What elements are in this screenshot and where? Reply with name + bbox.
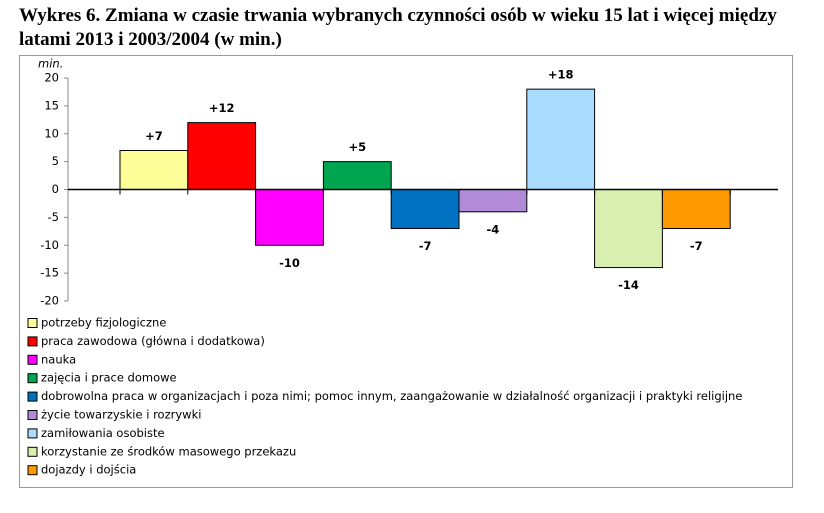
bar — [119, 149, 189, 191]
legend-swatch — [27, 336, 38, 347]
legend-swatch — [27, 465, 38, 476]
legend-label: dojazdy i dojścia — [41, 463, 136, 477]
y-tick-label: -10 — [40, 238, 59, 252]
data-label: +7 — [145, 129, 163, 143]
bar — [458, 189, 528, 213]
legend-swatch — [27, 428, 38, 439]
legend-swatch — [27, 446, 38, 457]
bar — [187, 122, 257, 190]
data-label: -10 — [279, 256, 300, 270]
legend-swatch — [27, 391, 38, 402]
y-tick-label: 15 — [44, 98, 59, 112]
y-tick-label: -5 — [48, 210, 59, 224]
data-label: +5 — [348, 140, 366, 154]
chart-title: Wykres 6. Zmiana w czasie trwania wybran… — [19, 5, 777, 50]
legend-label: korzystanie ze środków masowego przekazu — [41, 444, 296, 458]
legend-swatch — [27, 318, 38, 328]
legend-label: zajęcia i prace domowe — [41, 371, 177, 385]
legend-label: potrzeby fizjologiczne — [41, 316, 166, 330]
legend-label: zamiłowania osobiste — [41, 426, 165, 440]
data-label: -14 — [618, 278, 639, 292]
bar — [255, 189, 324, 246]
bar — [526, 88, 596, 190]
bar — [594, 189, 663, 269]
y-tick-label: -20 — [40, 294, 59, 308]
bar — [661, 189, 731, 230]
data-label: -7 — [690, 239, 703, 253]
y-tick-label: -15 — [40, 266, 59, 280]
y-tick-label: 5 — [52, 154, 59, 168]
data-label: -7 — [419, 239, 432, 253]
chart-frame — [19, 55, 793, 488]
y-tick-label: 10 — [44, 126, 59, 140]
bar — [390, 189, 460, 230]
legend-label: dobrowolna praca w organizacjach i poza … — [41, 389, 742, 403]
y-tick-label: 20 — [44, 71, 59, 85]
bar — [322, 161, 392, 190]
data-label: +18 — [548, 68, 574, 82]
legend-swatch — [27, 410, 38, 420]
data-label: -4 — [487, 222, 500, 236]
y-axis-label: min. — [38, 57, 63, 71]
data-label: +12 — [209, 101, 235, 115]
legend-label: praca zawodowa (główna i dodatkowa) — [41, 334, 265, 348]
legend-label: życie towarzyskie i rozrywki — [41, 408, 201, 422]
legend-swatch — [27, 354, 38, 365]
legend-swatch — [27, 373, 38, 384]
legend-label: nauka — [41, 352, 76, 366]
y-tick-label: 0 — [52, 182, 59, 196]
